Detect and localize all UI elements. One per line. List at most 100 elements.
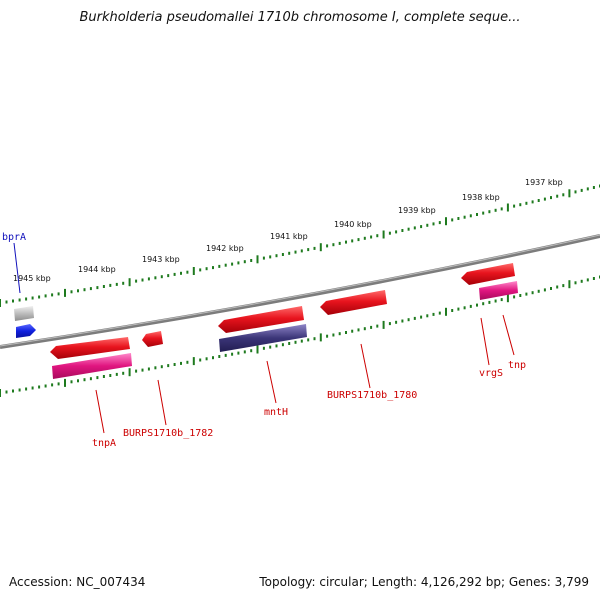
outer-minor-tick xyxy=(513,204,516,208)
inner-minor-tick xyxy=(313,337,316,341)
inner-minor-tick xyxy=(294,340,297,344)
inner-minor-tick xyxy=(135,369,138,373)
outer-minor-tick xyxy=(376,234,379,238)
outer-minor-tick xyxy=(363,236,366,240)
gene-arrow-tnpA[interactable] xyxy=(50,337,130,359)
outer-minor-tick xyxy=(592,186,595,189)
inner-minor-tick xyxy=(401,319,404,323)
outer-minor-tick xyxy=(199,268,202,272)
outer-minor-tick xyxy=(167,274,170,278)
outer-minor-tick xyxy=(556,194,559,198)
outer-minor-tick xyxy=(537,199,540,202)
inner-minor-tick xyxy=(141,368,144,372)
inner-minor-tick xyxy=(288,342,291,345)
outer-minor-tick xyxy=(102,285,105,288)
inner-minor-tick xyxy=(147,367,150,371)
outer-minor-tick xyxy=(307,248,310,252)
gene-arrow-vrgS[interactable] xyxy=(461,263,515,285)
inner-minor-tick xyxy=(513,295,516,299)
inner-minor-tick xyxy=(370,325,373,329)
outer-minor-tick xyxy=(70,290,73,294)
inner-minor-tick xyxy=(231,352,234,356)
gene-label-tnpA[interactable]: tnpA xyxy=(92,438,116,449)
gene-label-BURPS1710b_1782[interactable]: BURPS1710b_1782 xyxy=(123,428,213,439)
outer-minor-tick xyxy=(154,276,157,280)
inner-minor-tick xyxy=(224,353,227,357)
gene-arrow-bprA[interactable] xyxy=(14,306,34,321)
inner-minor-tick xyxy=(469,304,472,308)
gene-box-tnp[interactable] xyxy=(479,281,518,300)
outer-tick-track xyxy=(0,184,600,307)
inner-minor-tick xyxy=(338,332,341,336)
gene-arrow-BURPS1710b_1780[interactable] xyxy=(320,290,387,315)
outer-minor-tick xyxy=(326,244,329,248)
outer-minor-tick xyxy=(205,267,208,271)
outer-minor-tick xyxy=(500,207,503,211)
inner-minor-tick xyxy=(262,346,265,350)
outer-minor-tick xyxy=(173,272,176,276)
inner-major-tick xyxy=(192,357,195,366)
inner-minor-tick xyxy=(122,371,125,375)
inner-minor-tick xyxy=(488,300,491,304)
outer-minor-tick xyxy=(300,249,303,253)
outer-minor-tick xyxy=(57,292,60,296)
inner-minor-tick xyxy=(83,378,86,382)
inner-minor-tick xyxy=(109,374,112,377)
inner-major-tick xyxy=(382,320,385,329)
outer-minor-tick xyxy=(224,263,227,267)
outer-minor-tick xyxy=(281,253,284,256)
inner-minor-tick xyxy=(212,356,214,360)
inner-minor-tick xyxy=(38,385,41,389)
inner-major-tick xyxy=(568,280,571,289)
inner-minor-tick xyxy=(173,363,176,366)
inner-minor-tick xyxy=(199,358,202,362)
gene-label-tnp[interactable]: tnp xyxy=(508,360,526,371)
scale-label-1941: 1941 kbp xyxy=(270,232,308,241)
leader-line-mntH xyxy=(266,360,277,404)
inner-minor-tick xyxy=(519,294,522,297)
outer-minor-tick xyxy=(275,254,278,258)
inner-tick-track xyxy=(0,275,600,397)
scale-label-1945: 1945 kbp xyxy=(13,274,51,283)
inner-minor-tick xyxy=(96,376,99,380)
inner-major-tick xyxy=(256,345,259,354)
outer-minor-tick xyxy=(269,255,272,259)
backbone-highlight xyxy=(0,234,600,347)
inner-minor-tick xyxy=(326,334,329,338)
gene-box-mntH[interactable] xyxy=(219,324,307,352)
outer-minor-tick xyxy=(413,226,416,230)
map-title: Burkholderia pseudomallei 1710b chromoso… xyxy=(79,10,521,25)
inner-minor-tick xyxy=(363,327,366,331)
gene-label-BURPS1710b_1780[interactable]: BURPS1710b_1780 xyxy=(327,390,417,401)
outer-minor-tick xyxy=(525,201,528,205)
inner-minor-tick xyxy=(167,364,170,368)
inner-minor-tick xyxy=(250,349,253,353)
leader-line-BURPS1710b_1780 xyxy=(360,343,371,389)
gene-label-mntH[interactable]: mntH xyxy=(264,407,288,418)
outer-minor-tick xyxy=(218,264,221,268)
inner-minor-tick xyxy=(531,291,534,295)
outer-minor-tick xyxy=(180,271,182,275)
inner-minor-tick xyxy=(345,331,347,334)
gene-label-bprA[interactable]: bprA xyxy=(2,232,26,243)
gene-arrow-BURPS1710b_1782[interactable] xyxy=(142,331,163,347)
outer-minor-tick xyxy=(83,288,86,292)
outer-minor-tick xyxy=(5,300,8,304)
inner-minor-tick xyxy=(115,372,118,376)
gene-box-tnpA[interactable] xyxy=(52,353,132,379)
outer-minor-tick xyxy=(562,193,565,197)
inner-major-tick xyxy=(319,333,322,342)
outer-minor-tick xyxy=(12,299,14,303)
inner-major-tick xyxy=(506,294,509,303)
outer-minor-tick xyxy=(25,297,28,301)
inner-minor-tick xyxy=(218,355,221,358)
scale-label-1939: 1939 kbp xyxy=(398,206,436,215)
gene-label-vrgS[interactable]: vrgS xyxy=(479,368,503,379)
gene-arrow-blue[interactable] xyxy=(16,324,36,338)
inner-minor-tick xyxy=(269,345,272,349)
outer-minor-tick xyxy=(420,225,423,229)
outer-minor-tick xyxy=(135,279,138,283)
gene-arrow-mntH[interactable] xyxy=(218,306,304,333)
